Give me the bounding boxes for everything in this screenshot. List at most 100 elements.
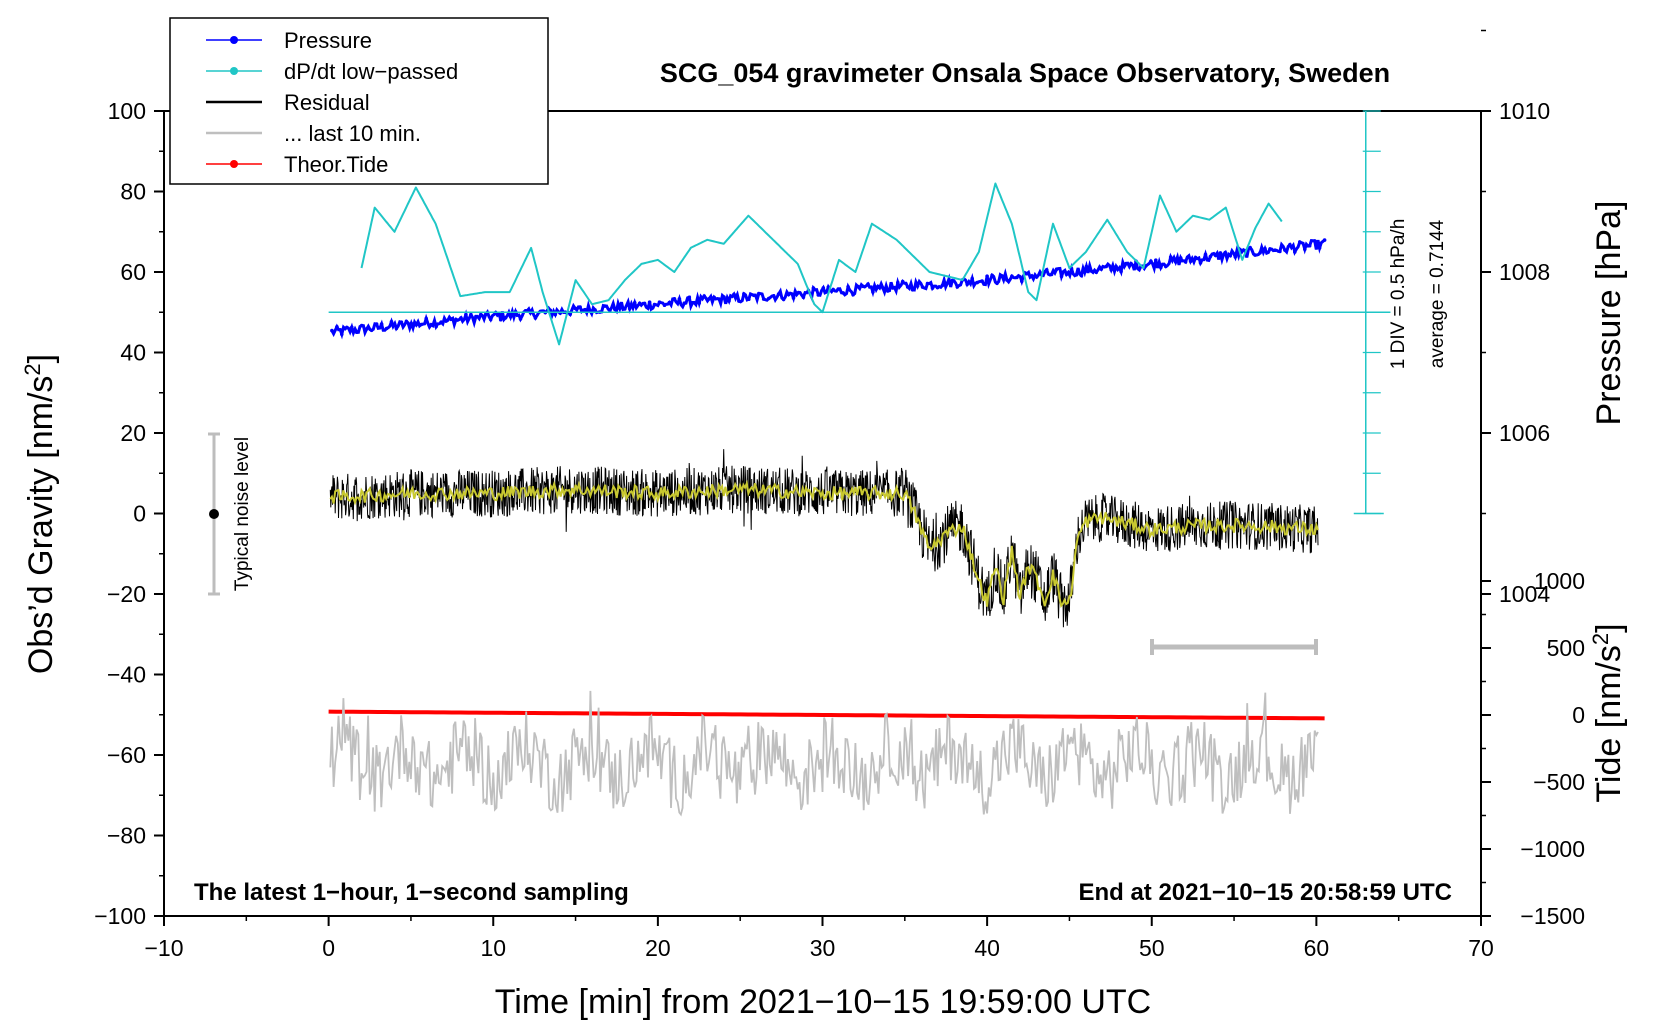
pressure-point: [657, 300, 662, 305]
x-tick-label: −10: [144, 935, 183, 961]
pressure-point: [498, 317, 503, 322]
legend-item-last-10-min: ... last 10 min.: [206, 121, 421, 146]
pressure-point: [747, 297, 751, 302]
pressure-point: [1020, 279, 1024, 284]
residual-line: [329, 449, 1319, 628]
pressure-point: [881, 286, 885, 290]
pressure-point: [508, 315, 513, 319]
pressure-axis-label: Pressure [hPa]: [1590, 201, 1628, 426]
dpdt-line: [360, 182, 1283, 346]
pressure-point: [578, 305, 582, 309]
pressure-point: [846, 285, 850, 289]
pressure-point: [419, 322, 424, 327]
pressure-point: [1233, 255, 1238, 259]
pressure-point: [652, 302, 657, 307]
x-tick-label: 40: [974, 935, 1000, 961]
noise-center-dot: [209, 509, 219, 519]
pressure-point: [484, 312, 488, 317]
pressure-point: [821, 286, 826, 290]
x-tick-label: 30: [810, 935, 836, 961]
last-10-min-line: [329, 690, 1319, 817]
pressure-point: [1312, 239, 1317, 243]
pressure-point: [667, 300, 672, 305]
pressure-point: [771, 294, 776, 298]
pressure-point: [1119, 269, 1123, 274]
pressure-point: [1030, 274, 1034, 278]
pressure-point: [712, 295, 716, 300]
pressure-point: [672, 297, 677, 301]
noise-indicator: Typical noise level: [208, 432, 253, 596]
pressure-point: [593, 308, 597, 312]
dpdt-scale-label: 1 DIV = 0.5 hPa/h: [1388, 219, 1409, 370]
pressure-point: [1089, 269, 1094, 273]
y-axis-left-label-end: ]: [22, 354, 60, 363]
pressure-point: [1258, 251, 1262, 255]
pressure-point: [1283, 248, 1287, 252]
pressure-point: [533, 316, 538, 320]
y-tick-label: −20: [107, 581, 146, 607]
pressure-point: [389, 319, 394, 324]
pressure-point: [459, 316, 463, 320]
pressure-point: [1193, 255, 1198, 260]
series-layer: [328, 182, 1325, 817]
pressure-point: [1064, 272, 1069, 277]
pressure-point: [761, 297, 766, 301]
pressure-point: [682, 301, 687, 306]
y-tick-label: 20: [120, 420, 146, 446]
pressure-point: [1288, 242, 1292, 247]
pressure-point: [831, 287, 835, 292]
pressure-point: [816, 293, 821, 297]
y-tick-label: 0: [133, 501, 146, 527]
pressure-point: [1109, 267, 1113, 272]
legend-item-residual: Residual: [206, 90, 370, 115]
pressure-point: [737, 299, 741, 303]
last-10-min-range-bar: [1150, 639, 1318, 655]
pressure-point: [1005, 278, 1009, 282]
pressure-point: [727, 299, 731, 303]
pressure-point: [1149, 259, 1153, 264]
pressure-point: [692, 300, 696, 305]
dpdt-average-label: average = 0.7144: [1427, 219, 1448, 368]
pressure-point: [1025, 271, 1029, 276]
pressure-point: [1213, 253, 1218, 258]
x-tick-label: 70: [1468, 935, 1494, 961]
pressure-point: [1198, 261, 1203, 265]
tide-tick-label: 0: [1572, 702, 1585, 728]
pressure-point: [469, 312, 473, 317]
pressure-point: [717, 297, 721, 301]
tide-axis-label-end: ]: [1590, 623, 1628, 632]
legend-marker-pressure: [230, 36, 238, 44]
pressure-point: [965, 282, 969, 287]
pressure-point: [345, 325, 349, 330]
pressure-point: [980, 279, 984, 283]
pressure-point: [1159, 265, 1163, 270]
pressure-layer: [330, 238, 1327, 340]
pressure-tick-label: 1006: [1499, 420, 1550, 446]
pressure-point: [340, 332, 344, 337]
pressure-point: [896, 280, 900, 285]
pressure-point: [1000, 274, 1004, 278]
pressure-point: [925, 281, 930, 286]
noise-label: Typical noise level: [232, 437, 253, 591]
legend: Pressure dP/dt low−passed Residual ... l…: [169, 17, 549, 185]
pressure-point: [384, 326, 389, 331]
pressure-point: [776, 292, 781, 296]
pressure-point: [399, 320, 404, 325]
pressure-point: [732, 292, 736, 297]
x-tick-label: 10: [480, 935, 506, 961]
pressure-point: [1168, 255, 1173, 259]
y-axis-left-label-main: Obs’d Gravity [nm/s: [22, 376, 60, 675]
pressure-point: [1049, 272, 1054, 277]
pressure-point: [1010, 274, 1014, 279]
pressure-point: [424, 316, 429, 321]
pressure-point: [613, 307, 617, 312]
pressure-point: [414, 323, 419, 327]
legend-label-dpdt: dP/dt low−passed: [284, 59, 458, 84]
legend-label-pressure: Pressure: [284, 28, 372, 53]
pressure-point: [742, 292, 746, 296]
pressure-point: [608, 308, 612, 313]
pressure-point: [488, 317, 493, 322]
x-tick-label: 20: [645, 935, 671, 961]
pressure-point: [583, 307, 587, 312]
pressure-point: [1164, 264, 1168, 269]
